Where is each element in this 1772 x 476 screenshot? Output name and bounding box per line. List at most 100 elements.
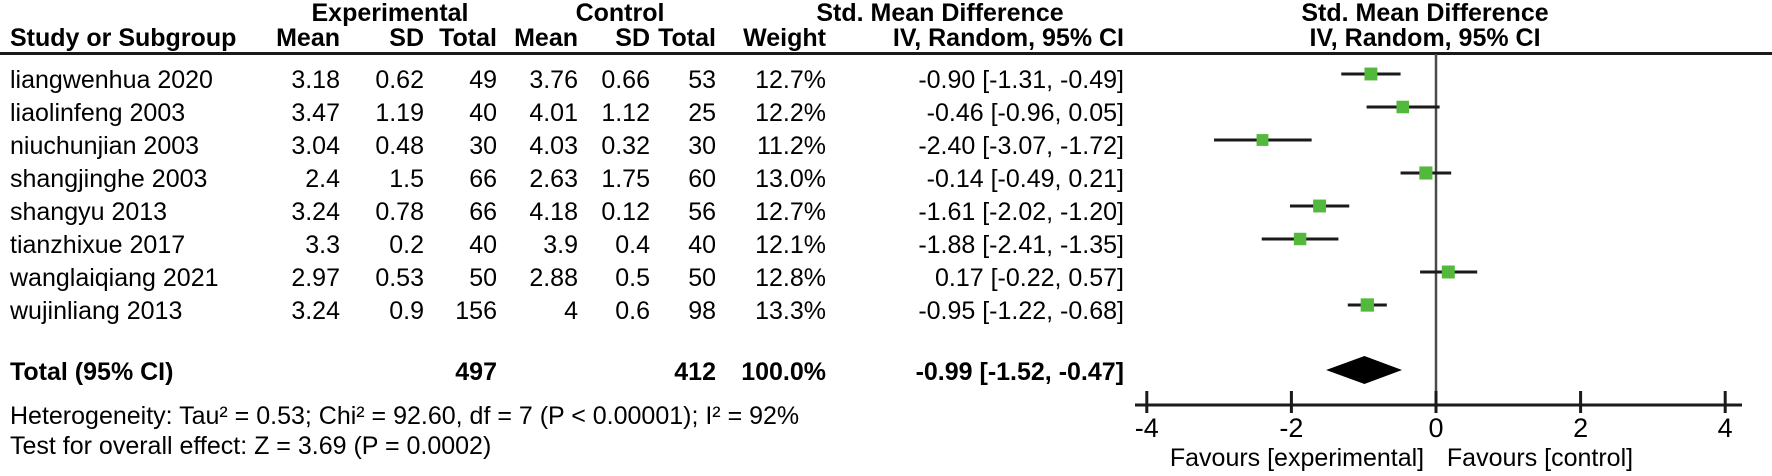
cell-exp-total: 40	[469, 99, 497, 127]
cell-study-name: wujinliang 2013	[10, 297, 183, 325]
effect-marker	[1313, 199, 1327, 213]
cell-ctl-sd: 1.12	[601, 99, 650, 127]
cell-ctl-mean: 4.01	[529, 99, 578, 127]
cell-ctl-sd: 0.32	[601, 132, 650, 160]
total-exp-total: 497	[455, 358, 497, 386]
total-label: Total (95% CI)	[10, 358, 174, 386]
cell-study-name: liangwenhua 2020	[10, 66, 213, 94]
cell-ctl-mean: 3.9	[543, 231, 578, 259]
cell-exp-total: 40	[469, 231, 497, 259]
cell-exp-sd: 1.19	[375, 99, 424, 127]
cell-ctl-sd: 0.5	[615, 264, 650, 292]
cell-ctl-mean: 4.03	[529, 132, 578, 160]
effect-marker	[1256, 134, 1269, 146]
cell-exp-mean: 3.18	[291, 66, 340, 94]
cell-exp-total: 66	[469, 198, 497, 226]
cell-exp-mean: 3.47	[291, 99, 340, 127]
cell-study-name: liaolinfeng 2003	[10, 99, 186, 127]
cell-exp-total: 30	[469, 132, 497, 160]
cell-ctl-mean: 4.18	[529, 198, 578, 226]
column-header-exp-mean: Mean	[276, 24, 340, 52]
forest-plot-svg: -4 -2 0 2 4 Favours [experimental] Favours [co…	[1135, 54, 1742, 472]
effect-marker	[1364, 67, 1378, 81]
cell-ctl-sd: 0.12	[601, 198, 650, 226]
axis-tick-label: 2	[1573, 413, 1588, 443]
cell-ci-text: -2.40 [-3.07, -1.72]	[918, 132, 1124, 160]
cell-exp-total: 156	[455, 297, 497, 325]
cell-weight: 13.3%	[755, 297, 826, 325]
cell-ctl-total: 56	[688, 198, 716, 226]
cell-ci-text: -0.46 [-0.96, 0.05]	[926, 99, 1124, 127]
cell-exp-total: 50	[469, 264, 497, 292]
cell-exp-mean: 2.4	[305, 165, 340, 193]
overall-diamond	[1326, 356, 1403, 384]
header-underline	[0, 52, 1772, 55]
study-row: shangyu 2013 3.24 0.78 66 4.18 0.12 56 12.7% -1.…	[0, 196, 1130, 229]
cell-exp-total: 66	[469, 165, 497, 193]
cell-weight: 12.2%	[755, 99, 826, 127]
cell-ctl-total: 25	[688, 99, 716, 127]
cell-exp-sd: 0.53	[375, 264, 424, 292]
total-ci: -0.99 [-1.52, -0.47]	[915, 358, 1124, 386]
cell-ctl-sd: 0.66	[601, 66, 650, 94]
study-row: liangwenhua 2020 3.18 0.62 49 3.76 0.66 53 12.7…	[0, 64, 1130, 97]
cell-weight: 11.2%	[756, 132, 826, 160]
cell-exp-sd: 1.5	[389, 165, 424, 193]
study-row: wanglaiqiang 2021 2.97 0.53 50 2.88 0.5 50 12.8…	[0, 262, 1130, 295]
cell-weight: 13.0%	[755, 165, 826, 193]
cell-exp-mean: 3.3	[305, 231, 340, 259]
axis-tick-label: -4	[1135, 413, 1159, 443]
cell-ctl-mean: 3.76	[529, 66, 578, 94]
cell-weight: 12.7%	[755, 66, 826, 94]
column-header-weight: Weight	[743, 24, 826, 52]
cell-weight: 12.8%	[755, 264, 826, 292]
cell-ctl-mean: 2.63	[529, 165, 578, 193]
cell-study-name: shangjinghe 2003	[10, 165, 208, 193]
cell-ctl-sd: 0.4	[615, 231, 650, 259]
cell-exp-sd: 0.48	[375, 132, 424, 160]
group-header-smd-left: Std. Mean Difference	[816, 0, 1064, 27]
heterogeneity-text: Heterogeneity: Tau² = 0.53; Chi² = 92.60…	[10, 402, 800, 430]
column-header-exp-sd: SD	[389, 24, 424, 52]
cell-study-name: wanglaiqiang 2021	[10, 264, 219, 292]
axis-tick-label: 0	[1428, 413, 1443, 443]
group-header-experimental: Experimental	[311, 0, 469, 27]
cell-weight: 12.7%	[755, 198, 826, 226]
cell-study-name: tianzhixue 2017	[10, 231, 186, 259]
study-row: wujinliang 2013 3.24 0.9 156 4 0.6 98 13.3% -0.9…	[0, 295, 1130, 328]
cell-exp-mean: 3.04	[291, 132, 340, 160]
total-row: Total (95% CI) 497 412 100.0% -0.99 [-1.…	[0, 356, 1130, 389]
favours-right-label: Favours [control]	[1447, 444, 1633, 472]
column-header-method-left: IV, Random, 95% CI	[892, 24, 1124, 52]
cell-ci-text: -0.14 [-0.49, 0.21]	[926, 165, 1124, 193]
favours-left-label: Favours [experimental]	[1170, 444, 1424, 472]
cell-study-name: niuchunjian 2003	[10, 132, 200, 160]
cell-ctl-total: 30	[688, 132, 716, 160]
cell-ci-text: -1.61 [-2.02, -1.20]	[918, 198, 1124, 226]
cell-exp-mean: 3.24	[291, 198, 340, 226]
group-header-control: Control	[575, 0, 665, 27]
column-header-study: Study or Subgroup	[10, 24, 237, 52]
cell-ctl-mean: 2.88	[529, 264, 578, 292]
cell-ctl-total: 60	[688, 165, 716, 193]
cell-ctl-mean: 4	[564, 297, 578, 325]
study-row: niuchunjian 2003 3.04 0.48 30 4.03 0.32 30 11.2…	[0, 130, 1130, 163]
cell-ci-text: -0.90 [-1.31, -0.49]	[918, 66, 1124, 94]
effect-marker	[1293, 232, 1307, 246]
group-header-smd-right: Std. Mean Difference	[1301, 0, 1549, 27]
cell-exp-mean: 3.24	[291, 297, 340, 325]
cell-exp-sd: 0.62	[375, 66, 424, 94]
cell-exp-sd: 0.9	[389, 297, 424, 325]
cell-exp-mean: 2.97	[291, 264, 340, 292]
cell-ci-text: 0.17 [-0.22, 0.57]	[934, 264, 1124, 292]
cell-ctl-total: 50	[688, 264, 716, 292]
effect-marker	[1441, 265, 1455, 279]
cell-ctl-total: 98	[688, 297, 716, 325]
column-header-exp-total: Total	[439, 24, 497, 52]
column-header-ctl-sd: SD	[615, 24, 650, 52]
cell-ci-text: -1.88 [-2.41, -1.35]	[918, 231, 1124, 259]
effect-marker	[1360, 298, 1374, 312]
axis-tick-label: -2	[1279, 413, 1303, 443]
overall-effect-text: Test for overall effect: Z = 3.69 (P = 0…	[10, 432, 492, 460]
